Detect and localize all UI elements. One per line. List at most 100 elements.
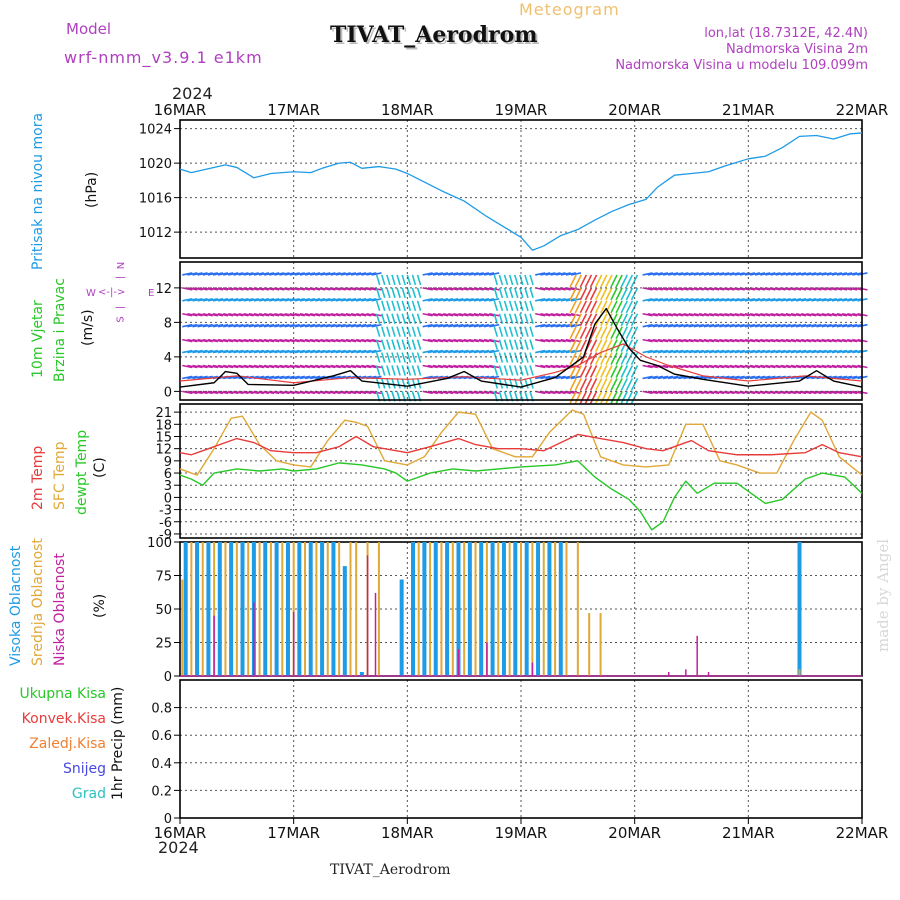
wind-barb [550,364,561,369]
wind-barb [574,287,582,301]
wind-barb [453,298,464,302]
wind-barb [483,312,495,317]
wind-barb [584,391,593,404]
wind-barb [309,323,321,328]
wind-barb [192,298,203,302]
wind-barb [811,312,822,317]
wind-barb [432,338,444,343]
wind-barb [498,274,504,286]
wind-barb [269,338,280,343]
wind-barb [775,364,786,369]
wind-barb [356,349,367,354]
wind-barb [243,338,254,343]
wind-barb [335,312,346,317]
wind-barb [724,323,735,328]
wind-barb [719,349,730,354]
wind-barb [630,300,639,314]
wind-barb [589,378,598,391]
wind-barb [831,364,843,369]
wind-barb [816,312,827,317]
wind-barb [223,272,234,276]
wind-barb [584,365,593,378]
wind-barb [233,338,244,343]
wind-barb [350,272,362,276]
wind-barb [775,312,786,317]
wind-barb [228,298,239,302]
wind-barb [437,364,449,369]
wind-barb [535,312,546,317]
wind-barb [437,312,449,317]
low-cloud-bar [696,635,698,676]
wind-barb [625,391,634,404]
wind-barb [652,338,664,343]
wind-barb [202,375,213,380]
wind-barb [248,312,259,317]
y-tick-label: 0.4 [151,757,172,772]
wind-barb [734,375,745,380]
wind-barb [416,339,422,350]
wind-barb [540,338,551,343]
wind-barb [560,390,571,395]
wind-barb [258,364,270,369]
wind-barb [304,338,316,343]
wind-barb [760,298,771,302]
wind-barb [401,339,406,350]
wind-barb [217,298,229,302]
wind-barb [821,338,832,343]
wind-barb [625,352,634,365]
wind-barb [569,339,577,352]
wind-barb [320,390,331,395]
wind-barb [780,364,791,369]
wind-barb [545,349,556,354]
wind-barb [396,300,401,312]
wind-barb [207,338,219,343]
wind-barb [223,338,234,343]
wind-barb [647,375,658,380]
wind-barb [233,323,244,328]
wind-barb [207,287,219,291]
wind-barb [765,390,776,395]
wind-barb [489,272,500,276]
wind-barb [811,323,822,328]
wind-barb [540,272,551,276]
wind-barb [519,326,524,337]
wind-barb [493,365,499,376]
wind-barb [493,274,499,286]
wind-barb [422,323,433,328]
wind-barb [529,274,534,286]
temp-2m-line [179,433,863,458]
wind-barb [703,312,715,317]
wind-barb [657,312,669,317]
x-tick-label-top: 19MAR [495,101,548,119]
wind-barb [269,298,280,302]
wind-barb [806,298,817,302]
wind-barb [790,298,802,302]
wind-barb [724,349,735,354]
wind-barb [309,364,321,369]
wind-barb [217,272,229,276]
wind-barb [589,391,598,404]
wind-barb [605,391,613,404]
wind-barb [785,390,797,395]
wind-barb [729,364,740,369]
wind-barb [780,287,791,291]
wind-barb [673,272,684,276]
wind-barb [785,323,797,328]
wind-barb [187,364,198,369]
mid-cloud-bar [463,542,466,676]
wind-barb [330,287,341,291]
wind-barb [610,274,618,288]
wind-barb [714,298,725,302]
wind-barb [228,287,239,291]
wind-barb [744,349,756,354]
wind-barb [719,312,730,317]
wind-barb [719,323,730,328]
wind-barb [826,349,837,354]
wind-barb [811,390,822,395]
wind-barb [550,287,561,291]
wind-barb [821,298,832,302]
wind-barb [197,323,208,328]
wind-barb [545,272,556,276]
wind-barb [765,272,776,276]
